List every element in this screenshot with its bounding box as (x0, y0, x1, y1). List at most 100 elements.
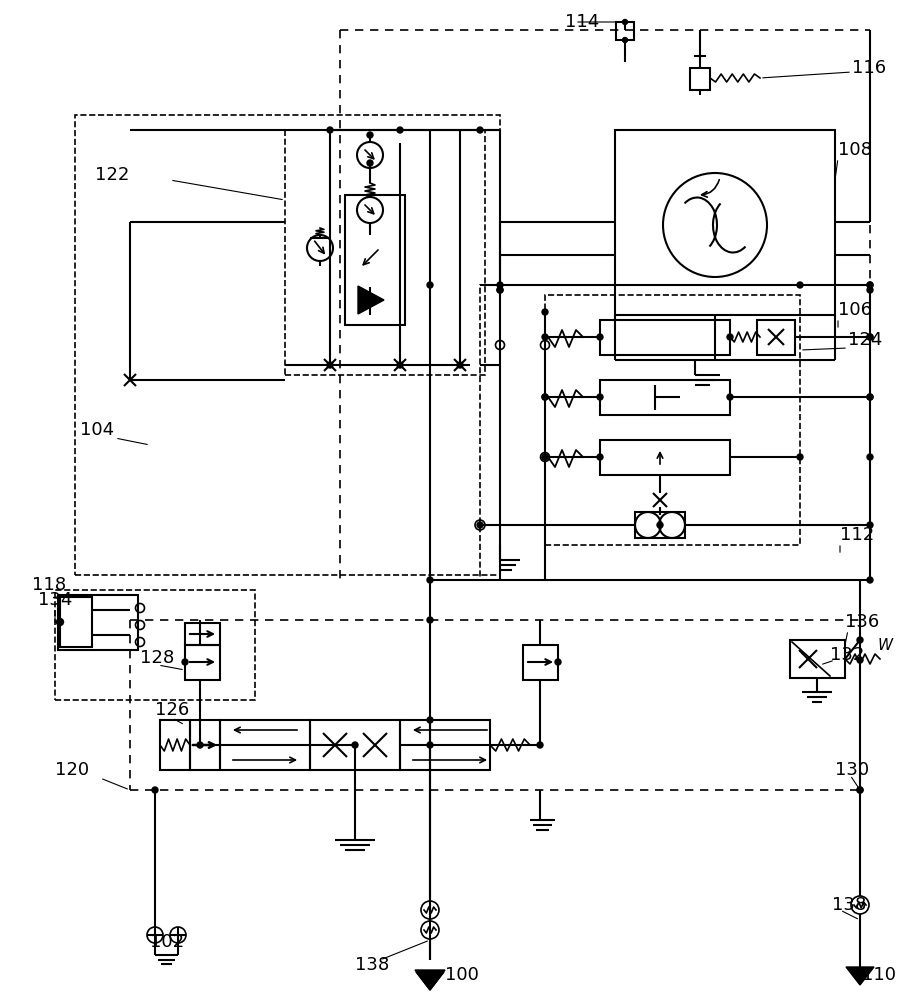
Circle shape (542, 309, 548, 315)
Bar (345, 195, 405, 325)
Circle shape (867, 577, 873, 583)
Circle shape (597, 394, 603, 400)
Bar (615, 130, 835, 315)
Bar (600, 320, 730, 355)
Text: 128: 128 (140, 649, 175, 667)
Circle shape (182, 659, 188, 665)
Text: 108: 108 (838, 141, 872, 159)
Text: 130: 130 (835, 761, 869, 779)
Bar (790, 640, 845, 678)
Bar (545, 295, 800, 545)
Polygon shape (358, 286, 384, 314)
Circle shape (197, 742, 203, 748)
Circle shape (867, 394, 873, 400)
Circle shape (857, 787, 863, 793)
Text: 136: 136 (845, 613, 880, 631)
Text: 100: 100 (445, 966, 479, 984)
Text: 122: 122 (95, 166, 129, 184)
Circle shape (555, 659, 561, 665)
Circle shape (497, 282, 503, 288)
Circle shape (427, 282, 433, 288)
Circle shape (867, 334, 873, 340)
Text: 134: 134 (38, 591, 72, 609)
Text: 104: 104 (80, 421, 115, 439)
Circle shape (542, 334, 548, 340)
Text: 106: 106 (838, 301, 872, 319)
Text: 138: 138 (832, 896, 867, 914)
Text: 124: 124 (848, 331, 882, 349)
Circle shape (427, 577, 433, 583)
Circle shape (427, 617, 433, 623)
Circle shape (397, 127, 403, 133)
Circle shape (867, 287, 873, 293)
Text: 118: 118 (32, 576, 67, 594)
Circle shape (427, 742, 433, 748)
Bar (616, 22, 634, 40)
Circle shape (727, 334, 733, 340)
Circle shape (497, 287, 503, 293)
Circle shape (623, 37, 627, 42)
Text: 102: 102 (150, 933, 184, 951)
Bar (285, 130, 485, 375)
Circle shape (867, 282, 873, 288)
Bar (310, 720, 400, 770)
Circle shape (542, 454, 548, 460)
Bar (185, 623, 220, 645)
Circle shape (542, 394, 548, 400)
Text: 114: 114 (565, 13, 600, 31)
Circle shape (623, 19, 627, 24)
Bar (185, 645, 220, 680)
Circle shape (657, 522, 663, 528)
Text: 120: 120 (55, 761, 89, 779)
Circle shape (857, 637, 863, 643)
Bar (600, 440, 730, 475)
Circle shape (427, 717, 433, 723)
Bar (160, 720, 190, 770)
Text: 112: 112 (840, 526, 874, 544)
Circle shape (352, 742, 358, 748)
Circle shape (867, 394, 873, 400)
Polygon shape (415, 970, 445, 990)
Bar (75, 115, 500, 575)
Bar (635, 512, 685, 538)
Circle shape (867, 522, 873, 528)
Bar (190, 720, 220, 770)
Circle shape (397, 362, 403, 368)
Bar (55, 590, 255, 700)
Circle shape (477, 127, 483, 133)
Circle shape (797, 282, 803, 288)
Bar (480, 285, 870, 580)
Text: 138: 138 (355, 956, 389, 974)
Circle shape (857, 787, 863, 793)
Circle shape (477, 522, 483, 528)
Text: W: W (878, 639, 894, 654)
Circle shape (457, 362, 463, 368)
Circle shape (542, 394, 548, 400)
Circle shape (597, 454, 603, 460)
Circle shape (857, 657, 863, 663)
Circle shape (727, 394, 733, 400)
Bar (757, 320, 795, 355)
Text: 126: 126 (155, 701, 189, 719)
Bar (220, 720, 310, 770)
Circle shape (367, 132, 373, 138)
Text: 116: 116 (852, 59, 886, 77)
Circle shape (327, 362, 333, 368)
Circle shape (327, 127, 333, 133)
Circle shape (537, 742, 543, 748)
Bar (690, 68, 710, 90)
Circle shape (497, 287, 503, 293)
Circle shape (797, 454, 803, 460)
Bar (600, 380, 730, 415)
Polygon shape (846, 967, 874, 985)
Bar (60, 597, 92, 647)
Circle shape (867, 282, 873, 288)
Text: 132: 132 (830, 646, 864, 664)
Text: 110: 110 (862, 966, 896, 984)
Circle shape (542, 454, 548, 460)
Circle shape (867, 334, 873, 340)
Bar (58, 595, 138, 650)
Polygon shape (416, 972, 444, 990)
Circle shape (152, 787, 158, 793)
Bar (523, 645, 558, 680)
